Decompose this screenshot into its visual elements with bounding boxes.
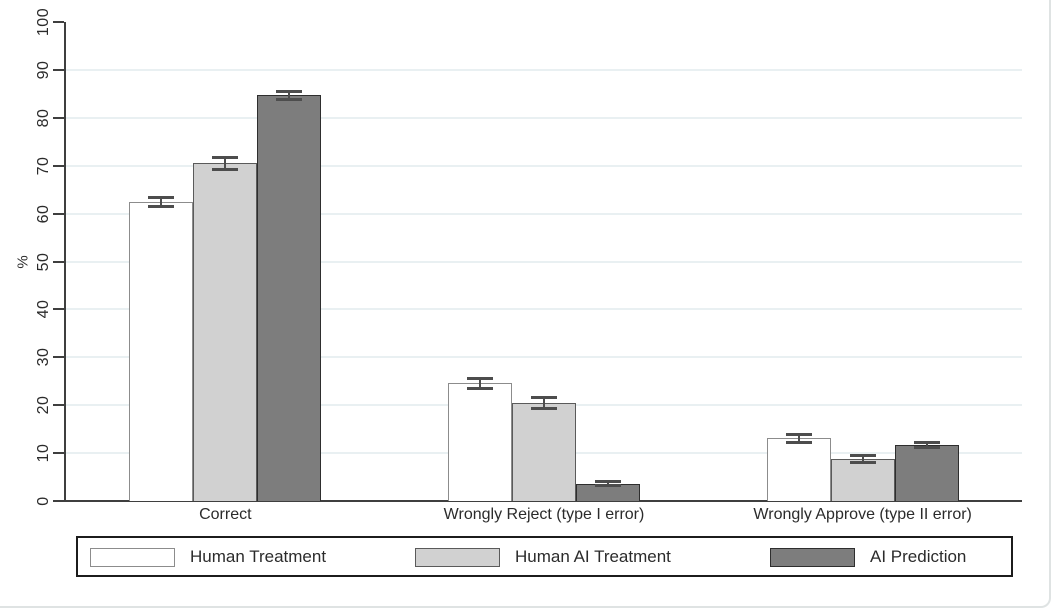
y-tick <box>53 260 64 263</box>
legend-swatch-human-treatment <box>90 548 175 567</box>
bar-human-ai-treatment <box>830 458 895 501</box>
x-axis-line <box>64 500 1022 502</box>
error-bar-cap-bottom <box>595 484 621 488</box>
bar-human-ai-treatment <box>512 403 576 501</box>
error-bar-cap-bottom <box>467 386 493 390</box>
y-tick-label: 90 <box>35 60 52 80</box>
y-tick <box>53 21 64 23</box>
legend-label: AI Prediction <box>870 547 967 566</box>
y-gridline <box>66 68 1022 71</box>
y-tick-label: 50 <box>35 252 52 271</box>
error-bar-cap-bottom <box>148 204 175 208</box>
bar-human-treatment <box>448 383 512 501</box>
y-tick <box>53 68 64 71</box>
y-tick-label: 0 <box>35 496 52 506</box>
legend-swatch-human-ai-treatment <box>415 548 500 567</box>
y-gridline <box>66 212 1022 215</box>
y-axis-title: % <box>14 254 32 269</box>
error-bar-cap-bottom <box>913 445 940 449</box>
error-bar-cap-bottom <box>785 440 812 444</box>
legend-label: Human AI Treatment <box>515 547 671 566</box>
error-bar-cap-bottom <box>212 167 239 171</box>
error-bar-cap-top <box>913 441 940 445</box>
legend-label: Human Treatment <box>190 547 327 566</box>
bar-ai-prediction <box>257 95 322 501</box>
y-tick <box>53 116 64 119</box>
error-bar-cap-bottom <box>531 407 557 411</box>
error-bar-line <box>607 481 609 486</box>
y-tick-label: 100 <box>35 7 52 37</box>
y-tick-label: 10 <box>35 443 52 463</box>
y-axis-line <box>64 22 66 501</box>
y-tick-label: 60 <box>35 204 52 223</box>
error-bar-cap-top <box>276 89 303 93</box>
error-bar-cap-top <box>467 376 493 380</box>
bar-human-treatment <box>766 438 831 501</box>
bar-human-ai-treatment <box>193 163 258 501</box>
bar-ai-prediction <box>894 444 959 501</box>
error-bar-cap-top <box>595 480 621 484</box>
y-gridline <box>66 308 1022 311</box>
x-category-label: Wrongly Reject (type I error) <box>443 506 645 523</box>
error-bar-cap-bottom <box>849 461 876 465</box>
error-bar-line <box>925 442 928 448</box>
error-bar-cap-top <box>531 396 557 400</box>
y-gridline <box>66 356 1022 359</box>
y-tick <box>53 308 64 311</box>
error-bar-line <box>479 378 481 389</box>
y-tick <box>53 500 64 502</box>
y-gridline <box>66 116 1022 119</box>
error-bar-cap-top <box>785 432 812 436</box>
legend: Human Treatment Human AI Treatment AI Pred… <box>76 536 1013 577</box>
y-tick <box>53 356 64 359</box>
error-bar-line <box>797 434 800 443</box>
y-tick-label: 40 <box>35 299 52 319</box>
y-tick-label: 70 <box>35 156 52 176</box>
y-tick <box>53 452 64 455</box>
y-tick <box>53 404 64 407</box>
error-bar-cap-top <box>849 453 876 457</box>
error-bar-line <box>543 397 545 409</box>
y-tick <box>53 212 64 215</box>
y-tick-label: 30 <box>35 347 52 367</box>
x-category-label: Correct <box>199 506 252 523</box>
y-tick-label: 80 <box>35 108 52 128</box>
error-bar-cap-top <box>212 156 239 160</box>
error-bar-line <box>224 157 227 170</box>
y-gridline <box>66 260 1022 263</box>
bar-human-treatment <box>129 202 194 501</box>
error-bar-line <box>160 197 163 207</box>
error-bar-cap-bottom <box>276 97 303 101</box>
x-category-label: Wrongly Approve (type II error) <box>753 506 972 523</box>
y-tick-label: 20 <box>35 395 52 415</box>
y-tick <box>53 164 64 167</box>
y-gridline <box>66 164 1022 167</box>
error-bar-line <box>288 91 291 100</box>
error-bar-line <box>861 455 864 463</box>
legend-swatch-ai-prediction <box>770 548 855 567</box>
error-bar-cap-top <box>148 196 175 200</box>
